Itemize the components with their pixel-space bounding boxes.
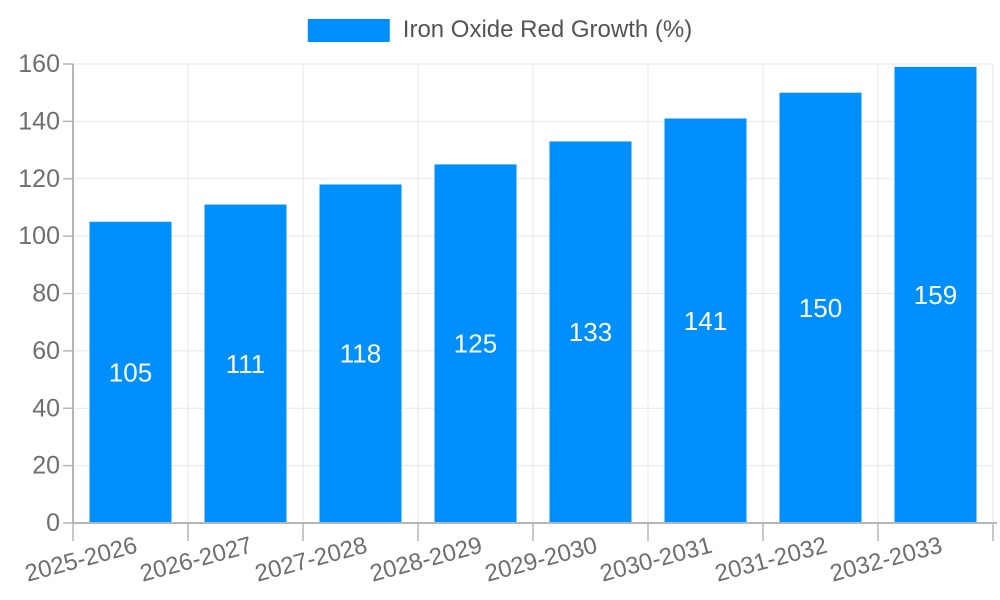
bar-value-label: 105	[109, 357, 152, 387]
bar[interactable]	[434, 164, 517, 523]
bar[interactable]	[894, 66, 977, 524]
x-tick-label: 2027-2028	[252, 532, 370, 588]
bar[interactable]	[664, 118, 747, 523]
bar[interactable]	[779, 92, 862, 523]
y-tick-label: 20	[32, 452, 60, 480]
y-tick-label: 60	[32, 337, 60, 365]
x-tick-label: 2029-2030	[482, 532, 600, 588]
bar-value-label: 125	[454, 329, 497, 359]
y-tick-label: 120	[18, 165, 60, 193]
bar-value-label: 159	[914, 280, 957, 310]
y-tick-label: 140	[18, 107, 60, 135]
x-tick-label: 2031-2032	[712, 532, 830, 588]
legend-label: Iron Oxide Red Growth (%)	[402, 16, 693, 43]
bar-value-label: 118	[340, 339, 381, 369]
x-tick-label: 2032-2033	[827, 532, 945, 588]
y-tick-label: 80	[32, 280, 60, 308]
bar[interactable]	[204, 204, 287, 523]
bar-value-label: 111	[226, 349, 266, 379]
x-tick-label: 2030-2031	[597, 532, 715, 588]
y-tick-label: 40	[32, 394, 60, 422]
x-tick-label: 2028-2029	[367, 532, 485, 588]
bar[interactable]	[89, 221, 172, 523]
y-tick-label: 100	[18, 222, 60, 250]
x-tick-label: 2026-2027	[137, 532, 255, 588]
bar-value-label: 150	[799, 293, 842, 323]
bar[interactable]	[319, 184, 402, 524]
legend[interactable]: Iron Oxide Red Growth (%)	[307, 16, 693, 43]
y-tick-label: 160	[18, 50, 60, 78]
legend-swatch	[307, 18, 390, 42]
bar[interactable]	[549, 141, 632, 524]
bar-value-label: 141	[684, 306, 727, 336]
x-tick-label: 2025-2026	[22, 532, 140, 588]
y-tick-label: 0	[46, 509, 60, 537]
bar-value-label: 133	[569, 317, 612, 347]
